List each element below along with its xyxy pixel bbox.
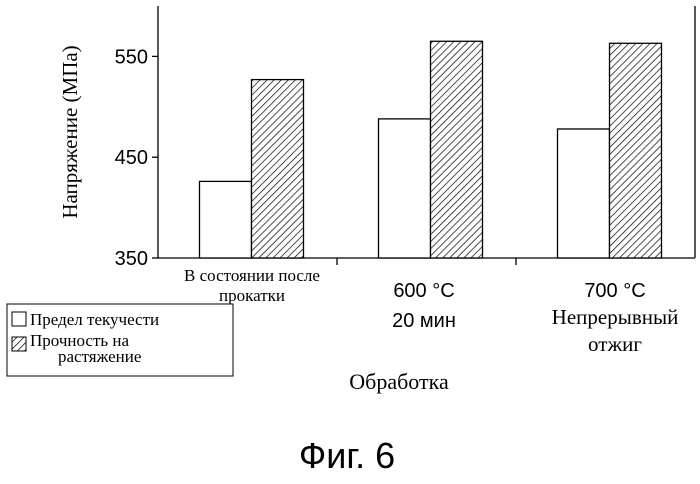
- legend-label-tensile-line2: растяжение: [58, 347, 141, 366]
- y-tick-label: 350: [115, 248, 148, 270]
- bar-chart: 350 450 550 Напряжение (МПа) В состоянии п…: [0, 0, 700, 484]
- y-tick-label: 450: [115, 147, 148, 169]
- legend-label-yield: Предел текучести: [30, 310, 159, 329]
- legend-swatch-tensile: [12, 337, 26, 351]
- figure-caption: Фиг. 6: [299, 435, 395, 476]
- x-category-label-1-line-1: В состоянии после: [184, 266, 320, 285]
- x-axis-label: Обработка: [349, 369, 449, 394]
- bar-yield-1: [200, 181, 252, 258]
- legend: Предел текучести Прочность на растяжение: [7, 304, 233, 376]
- x-category-label-2-line-2: 20 мин: [392, 310, 456, 332]
- bar-tensile-1: [252, 80, 304, 258]
- x-category-label-3-line-1: 700 °C: [584, 280, 645, 302]
- legend-swatch-yield: [12, 312, 26, 326]
- x-category-label-3-line-3: отжиг: [588, 332, 642, 356]
- bar-tensile-2: [431, 41, 483, 258]
- bar-yield-2: [379, 119, 431, 258]
- bar-tensile-3: [610, 43, 662, 258]
- bar-yield-3: [558, 129, 610, 258]
- x-category-label-3-line-2: Непрерывный: [552, 305, 679, 329]
- y-axis-label: Напряжение (МПа): [58, 45, 82, 218]
- x-category-label-2-line-1: 600 °C: [393, 280, 454, 302]
- y-tick-label: 550: [115, 46, 148, 68]
- x-category-label-1-line-2: прокатки: [219, 286, 285, 305]
